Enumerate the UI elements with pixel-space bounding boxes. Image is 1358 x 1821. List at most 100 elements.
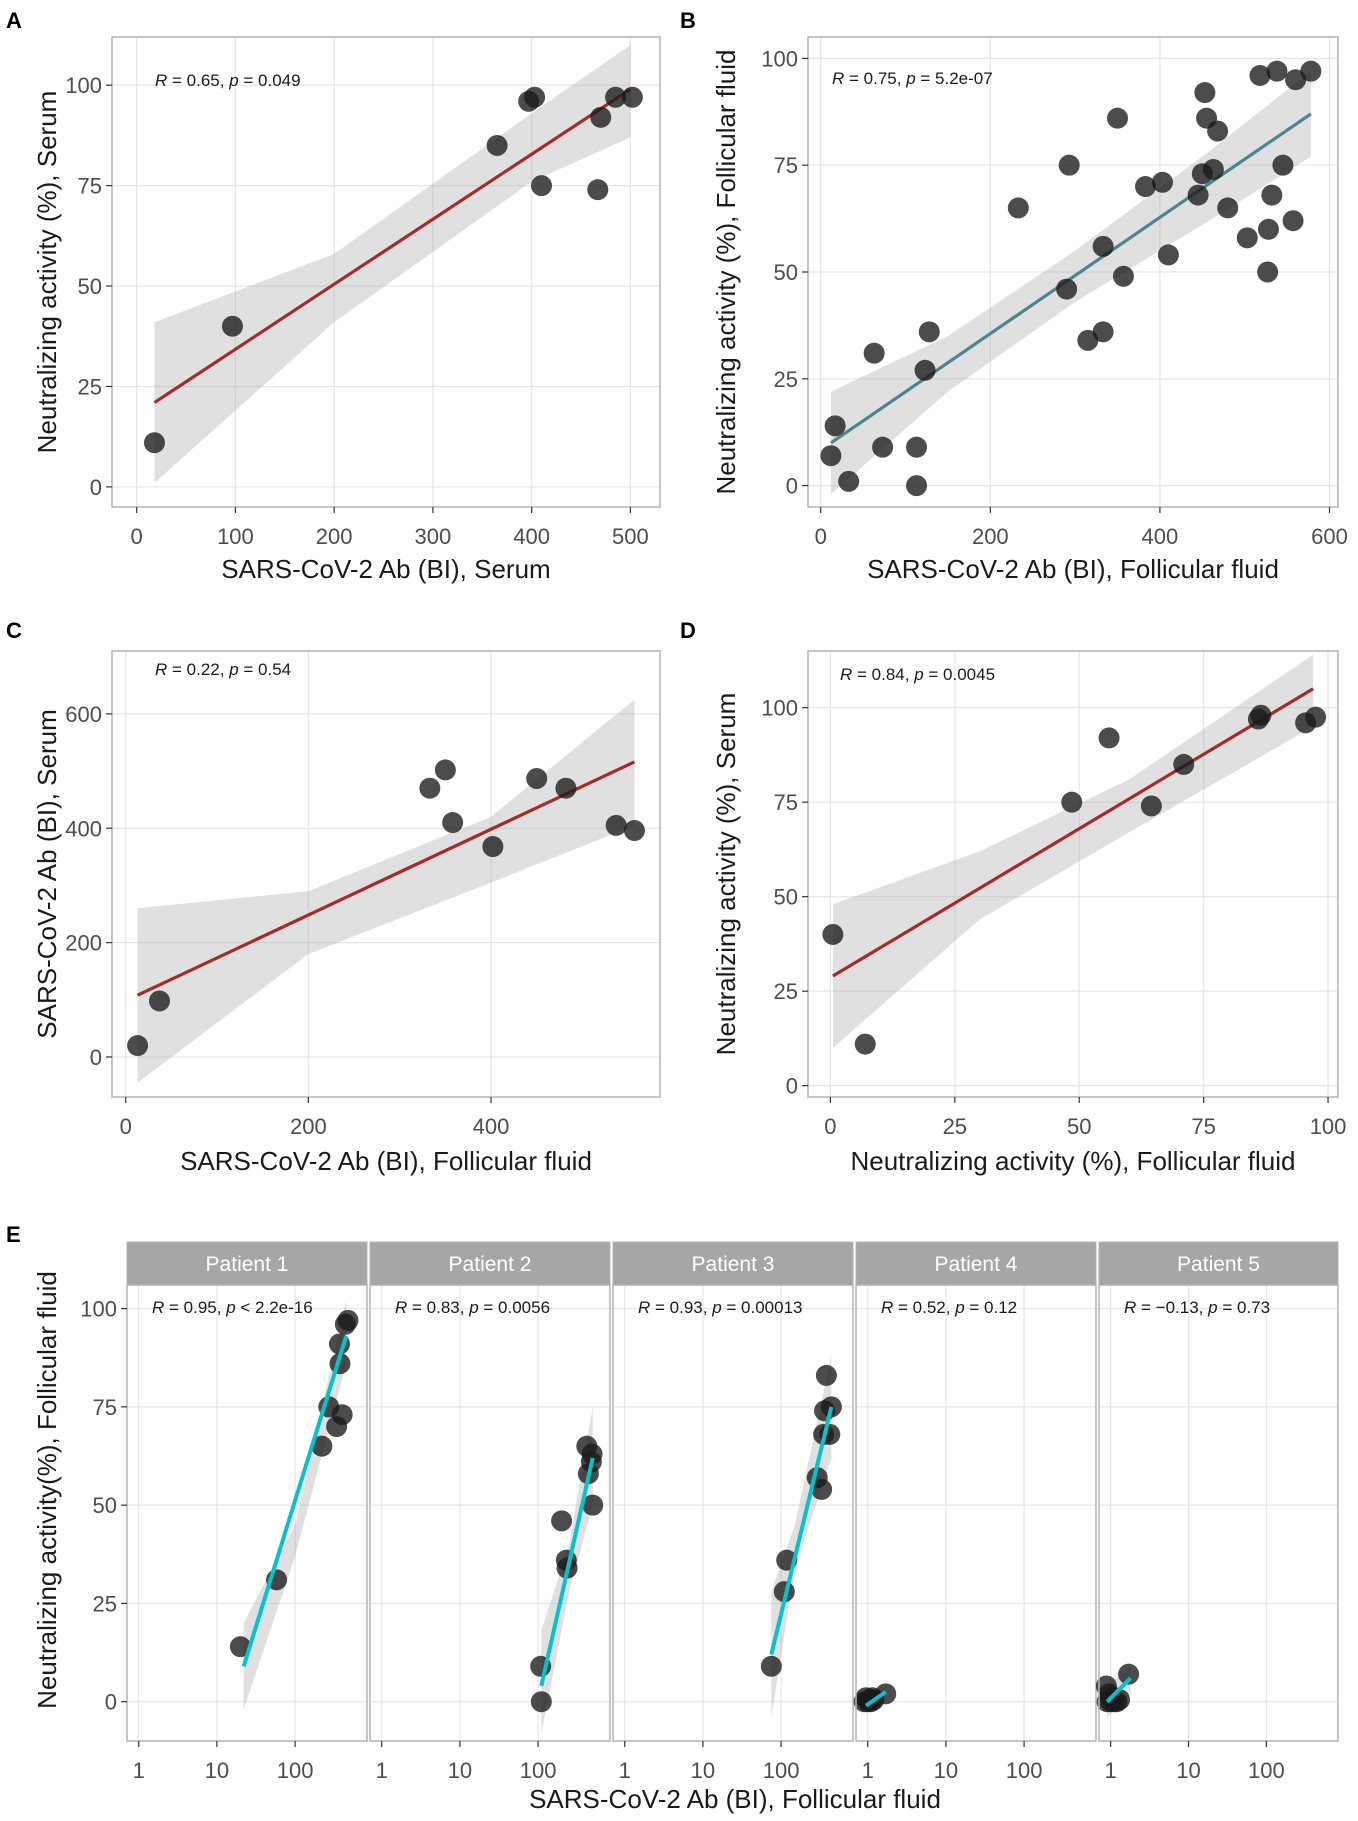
correlation-annotation-p-prefix: p xyxy=(913,665,923,684)
y-tick-label: 0 xyxy=(786,474,798,499)
y-tick-label: 75 xyxy=(774,790,798,815)
y-tick-label: 50 xyxy=(93,1493,117,1518)
panel-border xyxy=(111,650,661,1098)
data-point xyxy=(1217,197,1239,219)
regression-line xyxy=(539,1457,595,1687)
x-tick-label: 200 xyxy=(290,1114,327,1139)
facet-strip xyxy=(855,1241,1097,1286)
data-point xyxy=(1285,69,1307,91)
y-tick-label: 50 xyxy=(774,885,798,910)
confidence-band xyxy=(832,654,1314,1048)
data-point xyxy=(824,415,846,437)
correlation-annotation: R = 0.84, p = 0.0045 xyxy=(840,665,995,684)
facet-strip-label: Patient 3 xyxy=(692,1253,775,1276)
x-tick-label: 1 xyxy=(133,1758,145,1783)
data-point xyxy=(605,86,627,108)
correlation-annotation: R = 0.65, p = 0.049 xyxy=(155,71,301,90)
data-point xyxy=(1249,64,1271,86)
data-point xyxy=(1257,261,1279,283)
x-tick-label: 200 xyxy=(316,524,353,549)
data-point xyxy=(1282,210,1304,232)
data-point xyxy=(530,1691,552,1713)
chart-panel-c: 0 200 400 600 0 200 400 SARS-CoV-2 Ab (BI), Fol… xyxy=(6,618,661,1176)
correlation-annotation-r-text: = 0.75, xyxy=(844,69,906,88)
data-point xyxy=(442,812,464,834)
x-tick-label: 0 xyxy=(120,1114,132,1139)
data-point xyxy=(838,470,860,492)
x-tick-label: 0 xyxy=(824,1114,836,1139)
y-tick-label: 25 xyxy=(78,374,102,399)
x-tick-label: 10 xyxy=(205,1758,229,1783)
data-point xyxy=(605,814,627,836)
chart-panel-b: 0 25 50 75 100 0 200 400 600 SARS-CoV-2 Ab (BI), … xyxy=(680,8,1348,584)
correlation-annotation-r-prefix: R xyxy=(155,660,167,679)
data-point xyxy=(820,445,842,467)
x-tick-label: 10 xyxy=(1176,1758,1200,1783)
y-tick-label: 75 xyxy=(774,153,798,178)
y-tick-label: 0 xyxy=(105,1690,117,1715)
data-point xyxy=(1173,753,1195,775)
data-point xyxy=(148,990,170,1012)
x-tick-label: 100 xyxy=(277,1758,314,1783)
regression-line xyxy=(769,1406,834,1655)
data-point xyxy=(1056,278,1078,300)
y-axis-title: SARS-CoV-2 Ab (BI), Serum xyxy=(32,709,62,1038)
correlation-annotation-r-text: = 0.52, xyxy=(893,1298,955,1317)
correlation-annotation-p-prefix: p xyxy=(468,1298,478,1317)
panel-border xyxy=(111,36,661,508)
data-point xyxy=(1112,265,1134,287)
data-point xyxy=(1272,154,1294,176)
correlation-annotation-r-text: = 0.84, xyxy=(852,665,914,684)
correlation-annotation-r-prefix: R xyxy=(152,1298,164,1317)
data-point xyxy=(1058,154,1080,176)
data-point xyxy=(526,768,548,790)
data-point xyxy=(1305,706,1327,728)
facet-strip xyxy=(369,1241,611,1286)
correlation-annotation: R = 0.22, p = 0.54 xyxy=(155,660,291,679)
y-axis-title: Neutralizing activity (%), Serum xyxy=(32,91,62,454)
panel-label: C xyxy=(6,618,22,643)
facet-strip xyxy=(1098,1241,1339,1286)
data-point xyxy=(486,134,508,156)
correlation-annotation-p-text: = 0.73 xyxy=(1218,1298,1270,1317)
data-point xyxy=(1092,321,1114,343)
correlation-annotation: R = 0.75, p = 5.2e-07 xyxy=(832,69,993,88)
correlation-annotation-p-text: = 0.049 xyxy=(239,71,301,90)
confidence-band xyxy=(243,1300,347,1710)
regression-line xyxy=(832,687,1314,978)
data-point xyxy=(1261,184,1283,206)
x-tick-label: 10 xyxy=(448,1758,472,1783)
data-point xyxy=(331,1404,353,1426)
x-tick-label: 0 xyxy=(815,524,827,549)
correlation-annotation-r-prefix: R xyxy=(638,1298,650,1317)
panel-label: D xyxy=(680,618,696,643)
data-point xyxy=(1300,60,1322,82)
facet-strip xyxy=(126,1241,368,1286)
correlation-annotation-p-prefix: p xyxy=(228,71,238,90)
y-tick-label: 100 xyxy=(761,46,798,71)
x-tick-label: 50 xyxy=(1067,1114,1091,1139)
x-tick-label: 100 xyxy=(1006,1758,1043,1783)
x-axis-title: SARS-CoV-2 Ab (BI), Follicular fluid xyxy=(867,554,1279,584)
data-point xyxy=(221,315,243,337)
correlation-annotation-p-text: = 0.00013 xyxy=(722,1298,803,1317)
x-tick-label: 400 xyxy=(473,1114,510,1139)
correlation-annotation-p-text: = 0.12 xyxy=(965,1298,1017,1317)
data-point xyxy=(531,175,553,197)
data-point xyxy=(1266,60,1288,82)
data-point xyxy=(1092,235,1114,257)
confidence-band xyxy=(137,699,635,1083)
y-axis-title: Neutralizing activity (%), Follicular fl… xyxy=(711,49,741,494)
x-axis-title: SARS-CoV-2 Ab (BI), Serum xyxy=(221,554,550,584)
correlation-annotation-p-prefix: p xyxy=(905,69,915,88)
correlation-annotation-p-text: = 0.0045 xyxy=(924,665,995,684)
data-point xyxy=(1157,244,1179,266)
confidence-band xyxy=(154,45,631,483)
y-axis-title: Neutralizing activity(%), Follicular flu… xyxy=(32,1271,62,1709)
correlation-annotation-p-text: < 2.2e-16 xyxy=(236,1298,313,1317)
y-tick-label: 25 xyxy=(774,367,798,392)
data-point xyxy=(482,836,504,858)
data-point xyxy=(1236,227,1258,249)
regression-line xyxy=(1105,1676,1132,1704)
y-tick-label: 200 xyxy=(65,931,102,956)
